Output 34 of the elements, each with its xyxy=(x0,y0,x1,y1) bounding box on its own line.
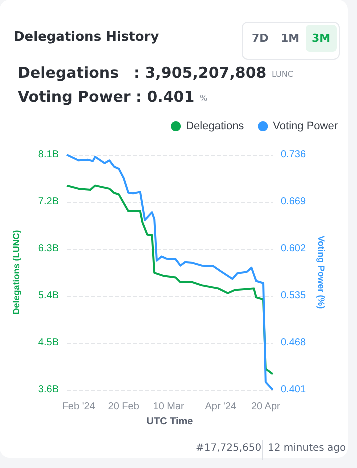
text: #17,725,650 xyxy=(196,443,262,454)
line-series xyxy=(66,184,274,376)
legend-label: Delegations xyxy=(186,120,245,132)
text: Voting Power : 0.401 xyxy=(18,88,195,106)
x-tick-label: Apr '24 xyxy=(205,402,238,412)
y-tick-label: 6.3B xyxy=(38,244,60,254)
x-tick-label: 20 Feb xyxy=(108,402,140,412)
y2-tick-label: 0.468 xyxy=(281,338,306,348)
text: 12 minutes ago xyxy=(268,443,346,454)
y2-tick-label: 0.736 xyxy=(281,150,306,160)
y2-tick-label: 0.602 xyxy=(281,244,306,254)
y-tick-label: 7.2B xyxy=(38,196,60,208)
text: % xyxy=(200,94,208,103)
y2-tick-label: 0.669 xyxy=(281,196,306,208)
y-tick-label: 3.6B xyxy=(38,384,60,396)
y2-tick-label: 0.401 xyxy=(281,384,306,396)
text: 1M xyxy=(281,32,300,45)
x-tick-label: 20 Apr xyxy=(251,402,282,412)
x-tick-label: Feb '24 xyxy=(62,402,96,412)
line-series xyxy=(66,154,274,391)
y-axis-title: Delegations (LUNC) xyxy=(12,230,22,315)
legend-label: Voting Power xyxy=(273,120,338,132)
text: Delegations : 3,905,207,808 xyxy=(18,64,267,82)
x-axis-title: UTC Time xyxy=(146,416,194,428)
y2-tick-label: 0.535 xyxy=(281,290,306,302)
y-tick-label: 8.1B xyxy=(38,150,60,160)
y-tick-label: 4.5B xyxy=(38,338,60,348)
x-tick-label: 10 Mar xyxy=(153,402,186,412)
y2-axis-title: Voting Power (%) xyxy=(316,236,326,310)
text: 7D xyxy=(252,32,269,45)
text: 3M xyxy=(306,25,337,52)
chart-title: Delegations History xyxy=(14,30,160,45)
text: LUNC xyxy=(272,70,294,79)
y-tick-label: 5.4B xyxy=(38,290,60,302)
